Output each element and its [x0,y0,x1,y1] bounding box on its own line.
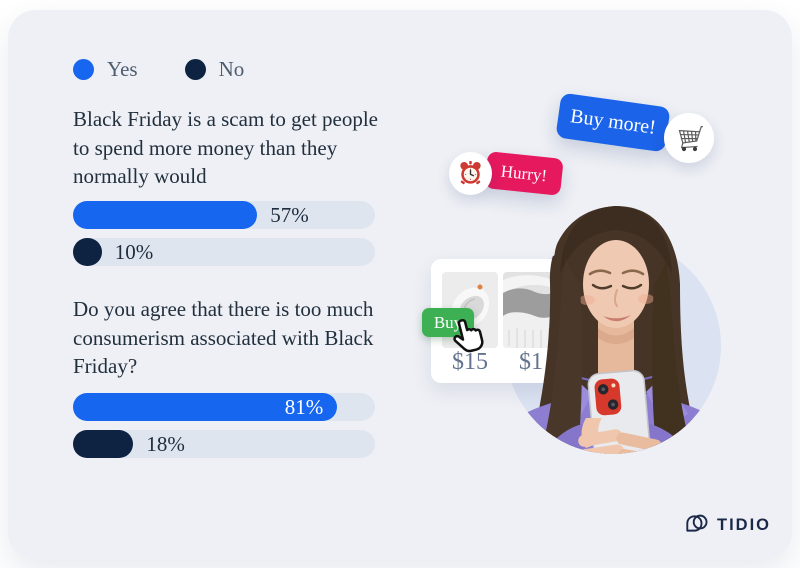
bar-value-label: 18% [146,431,185,456]
product-price-1: $15 [452,349,488,375]
bar-value-label: 10% [114,239,154,264]
bar-fill-q1-no [73,238,102,266]
product-price-2: $1 [519,349,543,375]
cart-badge-circle [664,113,714,163]
question-1-text: Black Friday is a scam to get people to … [73,107,379,188]
bar-track: 81% [73,393,375,421]
legend-label-yes: Yes [107,57,138,81]
question-2-text: Do you agree that there is too much cons… [73,297,374,378]
tidio-wordmark: TIDIO [717,515,771,534]
sweater-photo [503,272,559,348]
tidio-logo-icon [686,514,708,532]
hurry-badge: Hurry! [484,151,564,196]
bar-fill-q1-yes [73,201,258,229]
alarm-badge-circle [449,152,492,195]
chart-legend: Yes No [73,57,244,82]
hands [576,418,624,454]
smile [603,315,631,322]
cursor-icon [447,312,493,358]
bar-track: 18% [73,430,375,458]
face [583,240,649,328]
hurry-label: Hurry! [500,161,549,185]
no-dot-icon [184,59,206,80]
bar-track: 10% [73,238,375,266]
tidio-logo: TIDIO [684,512,771,538]
neck [598,318,634,380]
bar-fill-q2-yes: 81% [73,393,338,421]
product-image-2 [503,272,559,348]
camera-module [594,378,622,416]
bar-value-label: 57% [270,202,309,227]
yes-dot-icon [73,59,94,80]
bar-fill-q2-no [73,430,134,458]
legend-item-yes: Yes [73,57,138,82]
buy-more-label: Buy more! [568,105,658,139]
bar-track: 57% [73,201,375,229]
eyes [591,283,613,290]
question-2-bars: 81% 18% [73,393,375,458]
question-1-bars: 57% 10% [73,201,375,266]
nose [614,289,618,307]
alarm-clock-icon [460,160,481,185]
bar-value-label: 81% [284,394,324,419]
hair-front [560,206,672,274]
legend-label-no: No [218,57,245,81]
shopping-cart-icon [678,126,703,152]
woman-photo [420,180,780,480]
legend-item-no: No [184,57,245,82]
